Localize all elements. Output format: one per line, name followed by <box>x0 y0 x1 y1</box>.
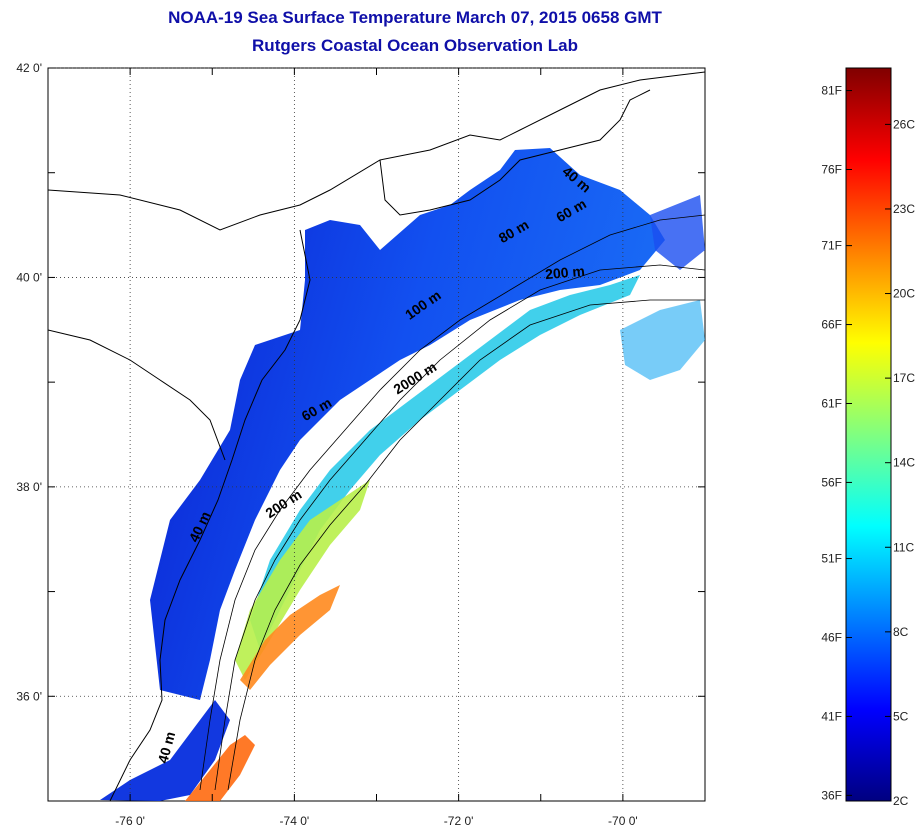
colorbar-label-c: 14C <box>893 456 915 470</box>
colorbar-celsius-labels: 2C 5C 8C 11C 14C 17C 20C 23C 26C <box>885 117 915 808</box>
x-tick-label: -74 0' <box>280 814 310 828</box>
colorbar-label-f: 76F <box>821 162 842 176</box>
shelf-water <box>150 148 665 700</box>
map-subtitle: Rutgers Coastal Ocean Observation Lab <box>252 36 578 55</box>
y-tick-label: 42 0' <box>16 61 42 75</box>
colorbar-label-f: 51F <box>821 552 842 566</box>
colorbar-label-f: 81F <box>821 84 842 98</box>
colorbar-label-f: 71F <box>821 239 842 253</box>
warm-core <box>240 585 340 690</box>
colorbar-label-c: 2C <box>893 794 909 808</box>
colorbar-label-f: 66F <box>821 318 842 332</box>
warm-tongue <box>235 480 370 680</box>
contour-label: 40 m <box>154 730 178 765</box>
colorbar-label-f: 46F <box>821 630 842 644</box>
x-tick-label: -70 0' <box>608 814 638 828</box>
map-title: NOAA-19 Sea Surface Temperature March 07… <box>168 8 662 27</box>
colorbar-label-f: 61F <box>821 396 842 410</box>
colorbar-label-c: 20C <box>893 287 915 301</box>
y-tick-label: 40 0' <box>16 270 42 284</box>
offshore-patch <box>620 300 705 380</box>
y-tick-label: 36 0' <box>16 689 42 703</box>
y-axis: 42 0' 40 0' 38 0' 36 0' <box>16 61 705 802</box>
x-axis: -76 0' -74 0' -72 0' -70 0' <box>47 68 706 828</box>
colorbar-label-c: 5C <box>893 709 909 723</box>
coastline <box>48 71 705 801</box>
x-tick-label: -72 0' <box>444 814 474 828</box>
depth-contours <box>199 214 705 791</box>
offshore-patch-east <box>650 195 705 270</box>
x-tick-label: -76 0' <box>115 814 145 828</box>
colorbar-label-c: 17C <box>893 371 915 385</box>
south-shelf-water <box>100 700 230 801</box>
colorbar-label-f: 36F <box>821 788 842 802</box>
colorbar-label-c: 26C <box>893 117 915 131</box>
y-tick-label: 38 0' <box>16 480 42 494</box>
sst-layer <box>100 148 705 801</box>
colorbar-label-c: 23C <box>893 202 915 216</box>
contour-label: 200 m <box>544 263 585 282</box>
colorbar-label-c: 8C <box>893 625 909 639</box>
colorbar <box>845 67 892 802</box>
colorbar-label-c: 11C <box>893 540 914 554</box>
warm-core-south <box>185 735 255 801</box>
colorbar-label-f: 41F <box>821 709 842 723</box>
colorbar-label-f: 56F <box>821 475 842 489</box>
colorbar-fahrenheit-labels: 36F 41F 46F 51F 56F 61F 66F 71F 76F 81F <box>821 84 852 802</box>
